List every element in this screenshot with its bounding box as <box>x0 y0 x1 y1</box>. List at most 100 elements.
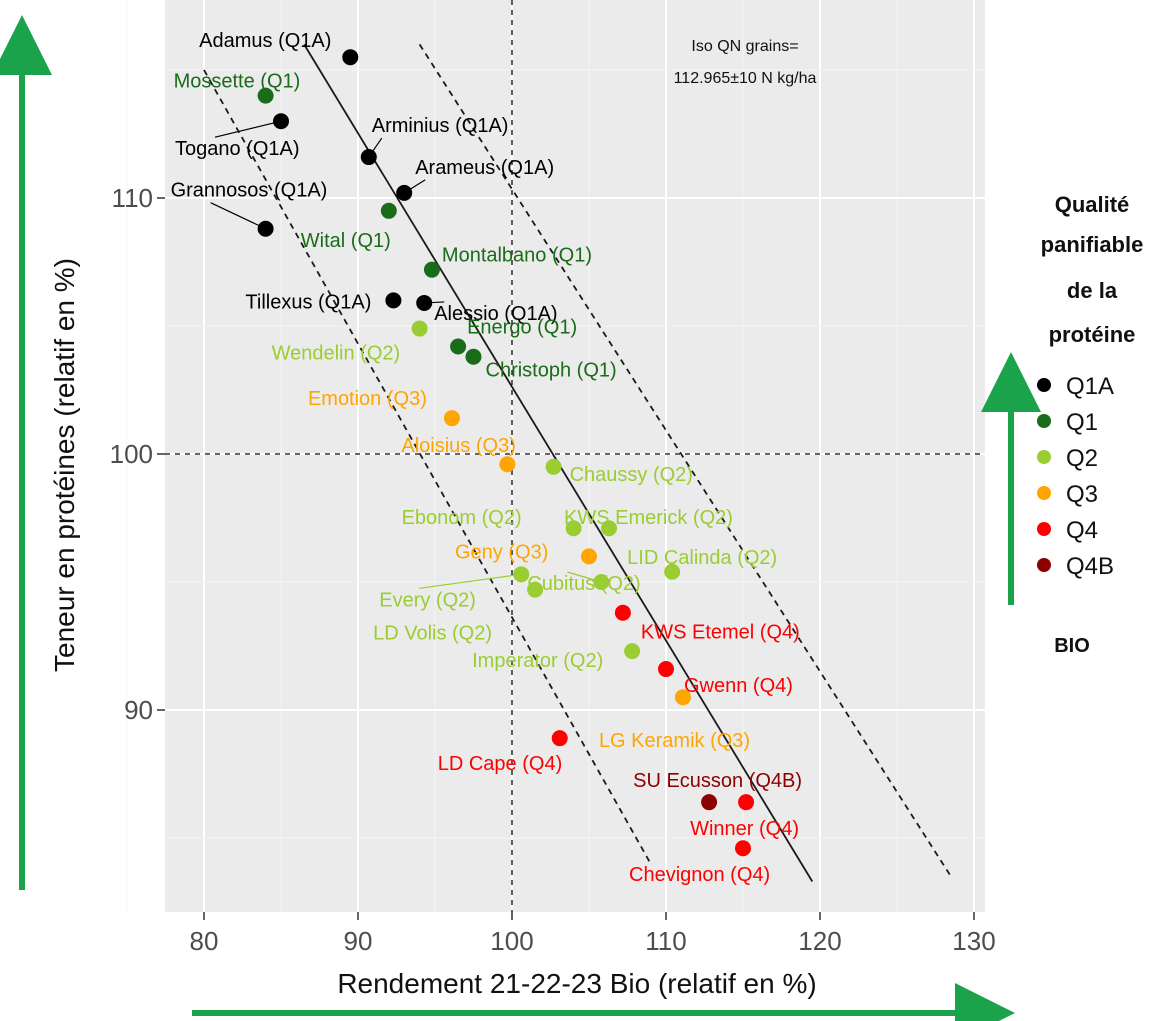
point-wendelin-q2 <box>411 320 428 337</box>
point-label: Tillexus (Q1A) <box>245 291 371 313</box>
legend-footer: BIO <box>1054 635 1090 657</box>
point-wital-q1 <box>380 202 397 219</box>
x-tick-label: 130 <box>952 926 995 956</box>
point-label: Winner (Q4) <box>690 818 799 840</box>
point-label: Wital (Q1) <box>301 230 391 252</box>
point-ld-volis-q2 <box>527 581 544 598</box>
legend-title-line-1: Qualité <box>1055 192 1130 217</box>
point-su-ecusson-q4b <box>701 794 718 811</box>
point-kws-emerick-q2 <box>601 520 618 537</box>
point-ebonom-q2 <box>565 520 582 537</box>
point-label: LID Calinda (Q2) <box>627 547 777 569</box>
point-energo-q1 <box>450 338 467 355</box>
point-label: LD Cape (Q4) <box>438 753 563 775</box>
point-label: LD Volis (Q2) <box>373 623 492 645</box>
point-ld-cape-q4 <box>551 730 568 747</box>
point-label: Montalbano (Q1) <box>442 245 592 267</box>
x-tick-label: 80 <box>190 926 219 956</box>
point-label: Ebonom (Q2) <box>402 507 522 529</box>
annotation-line-1: Iso QN grains= <box>691 38 798 55</box>
x-tick-label: 110 <box>645 926 686 956</box>
point-label: Adamus (Q1A) <box>199 30 331 52</box>
data-points <box>257 49 755 857</box>
point-label: KWS Emerick (Q2) <box>564 507 733 529</box>
plot-panel <box>165 0 985 912</box>
legend-swatch-q4 <box>1037 522 1051 536</box>
legend-label-q1: Q1 <box>1066 409 1098 436</box>
legend-label-q2: Q2 <box>1066 445 1098 472</box>
y-tick-label: 90 <box>124 695 153 725</box>
legend-swatch-q1a <box>1037 378 1051 392</box>
label-leaders <box>210 120 602 589</box>
point-christoph-q1 <box>465 348 482 365</box>
point-label: Wendelin (Q2) <box>272 343 401 365</box>
y-axis-title: Teneur en protéines (relatif en %) <box>49 258 80 672</box>
leader-line <box>210 202 266 230</box>
point-winner-q4 <box>738 794 755 811</box>
point-label: Mossette (Q1) <box>174 71 301 93</box>
point-label: Gwenn (Q4) <box>684 675 793 697</box>
legend-label-q3: Q3 <box>1066 481 1098 508</box>
legend-entries: Q1A Q1 Q2 Q3 Q4 Q4B <box>1037 373 1114 580</box>
point-label: Every (Q2) <box>379 589 476 611</box>
annotation-line-2: 112.965±10 N kg/ha <box>674 70 817 87</box>
y-tick-label: 100 <box>110 439 153 469</box>
leader-line <box>214 120 282 138</box>
point-adamus-q1a <box>342 49 359 66</box>
reference-lines <box>165 0 985 912</box>
x-axis-title: Rendement 21-22-23 Bio (relatif en %) <box>337 968 816 999</box>
point-label: Chevignon (Q4) <box>629 864 770 886</box>
leader-line <box>424 301 445 304</box>
leader-line <box>403 179 426 194</box>
legend-swatch-q3 <box>1037 486 1051 500</box>
point-label: Christoph (Q1) <box>486 360 617 382</box>
legend-title-line-2: panifiable <box>1041 232 1144 257</box>
point-label: Grannosos (Q1A) <box>171 180 328 202</box>
x-tick-label: 100 <box>490 926 533 956</box>
legend-title-line-4: protéine <box>1049 322 1136 347</box>
y-axis: 90 100 110 <box>110 183 165 725</box>
x-tick-label: 120 <box>798 926 841 956</box>
point-geny-q3 <box>581 548 597 565</box>
point-mossette-q1 <box>257 87 274 104</box>
legend-title-line-3: de la <box>1067 278 1118 303</box>
point-chevignon-q4 <box>735 840 751 857</box>
point-label: Geny (Q3) <box>455 541 548 563</box>
legend: Qualité panifiable de la protéine Q1A Q1 Q… <box>1037 192 1143 657</box>
point-kws-etemel-q4 <box>614 604 631 621</box>
point-lg-keramik-q3 <box>674 689 691 706</box>
point-label: Togano (Q1A) <box>175 138 300 160</box>
point-label: Imperator (Q2) <box>472 650 603 672</box>
point-emotion-q3 <box>443 410 460 427</box>
point-label: Energo (Q1) <box>467 316 577 338</box>
point-label: Alessio (Q1A) <box>434 303 557 325</box>
leader-line <box>368 137 383 158</box>
point-label: SU Ecusson (Q4B) <box>633 770 802 792</box>
x-axis: 80 90 100 110 120 130 <box>190 912 996 956</box>
point-imperator-q2 <box>624 643 641 660</box>
point-labels: Adamus (Q1A) Togano (Q1A) Arminius (Q1A) Ar… <box>171 30 802 886</box>
point-label: Arameus (Q1A) <box>415 157 554 179</box>
leader-line <box>419 573 522 589</box>
legend-swatch-q1 <box>1037 414 1051 428</box>
legend-swatch-q2 <box>1037 450 1051 464</box>
point-chaussy-q2 <box>545 458 562 475</box>
legend-swatch-q4b <box>1037 558 1051 572</box>
point-montalbano-q1 <box>423 261 440 278</box>
point-label: LG Keramik (Q3) <box>599 730 750 752</box>
iso-line-2 <box>203 69 652 865</box>
point-label: Aloisius (Q3) <box>401 435 515 457</box>
point-label: Cubitus (Q2) <box>527 573 640 595</box>
point-lid-calinda-q2 <box>664 563 681 580</box>
point-label: Emotion (Q3) <box>308 388 427 410</box>
y-tick-label: 110 <box>112 183 153 213</box>
legend-label-q1a: Q1A <box>1066 373 1114 400</box>
point-gwenn-q4 <box>658 661 674 678</box>
legend-label-q4: Q4 <box>1066 517 1098 544</box>
point-label: Arminius (Q1A) <box>372 115 509 137</box>
point-aloisius-q3 <box>499 456 516 473</box>
leader-line <box>567 571 602 583</box>
point-tillexus-q1a <box>385 292 402 309</box>
point-label: KWS Etemel (Q4) <box>641 622 800 644</box>
